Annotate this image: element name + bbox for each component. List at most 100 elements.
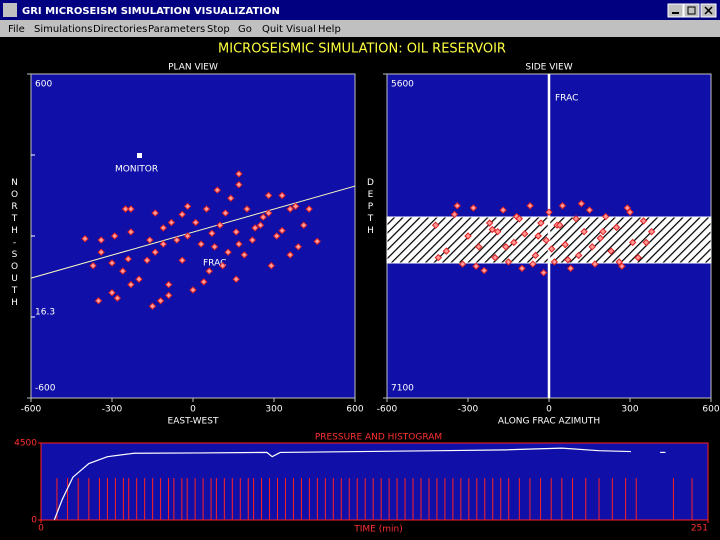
event-point <box>558 202 567 210</box>
event-point <box>213 186 222 194</box>
event-point <box>591 260 599 268</box>
event-point <box>504 258 513 266</box>
event-point <box>499 206 507 214</box>
event-point <box>305 205 313 213</box>
app-icon <box>3 3 17 17</box>
event-point <box>208 229 216 238</box>
x-axis-label: EAST-WEST <box>168 417 219 427</box>
menu-item[interactable]: Parameters <box>148 24 205 35</box>
menu-item[interactable]: Help <box>318 24 341 35</box>
minimize-button[interactable] <box>667 3 684 18</box>
maximize-button[interactable] <box>683 3 700 18</box>
event-point <box>488 225 497 234</box>
event-point <box>227 194 235 202</box>
x-axis-label: TIME (min) <box>353 525 402 535</box>
event-point <box>243 205 251 213</box>
event-point <box>607 247 615 255</box>
menu-item[interactable]: Directories <box>93 24 147 35</box>
event-point <box>542 236 551 245</box>
event-point <box>545 208 553 216</box>
event-point <box>264 191 273 200</box>
event-point <box>626 208 634 216</box>
event-point <box>235 180 243 189</box>
event-point <box>577 199 586 208</box>
event-point <box>167 218 176 227</box>
event-point <box>264 209 273 217</box>
event-point <box>588 243 596 251</box>
plot-area <box>30 73 356 399</box>
event-point <box>178 210 186 219</box>
event-point <box>164 280 173 289</box>
event-point <box>235 240 243 248</box>
y-tick-label: 0 <box>31 516 37 526</box>
event-point <box>574 251 583 260</box>
event-point <box>502 243 510 251</box>
event-point <box>491 253 499 262</box>
event-point <box>526 202 534 210</box>
event-point <box>520 230 529 238</box>
event-point <box>178 256 186 265</box>
event-point <box>127 205 135 213</box>
event-point <box>515 215 524 223</box>
event-point <box>232 228 240 236</box>
event-point <box>108 288 116 297</box>
event-point <box>599 227 607 236</box>
event-point <box>218 261 227 270</box>
event-point <box>286 205 294 213</box>
menu-item[interactable]: File <box>8 24 25 35</box>
monitor-label: MONITOR <box>115 165 158 175</box>
event-point <box>183 202 192 211</box>
event-point <box>639 217 648 225</box>
event-point <box>121 205 130 213</box>
event-point <box>127 280 135 289</box>
event-point <box>81 234 89 243</box>
event-point <box>259 213 267 221</box>
event-point <box>183 232 192 240</box>
event-point <box>278 191 286 200</box>
x-tick-label: 0 <box>38 524 44 534</box>
x-tick-label: 300 <box>265 405 282 415</box>
event-point <box>628 238 637 247</box>
menu: File Simulations Directories Parameters Stop… <box>8 24 341 35</box>
event-point <box>550 258 559 266</box>
event-point <box>248 236 257 244</box>
event-point <box>173 236 181 244</box>
event-point <box>464 232 472 240</box>
event-point <box>94 297 103 305</box>
menu-item[interactable]: Go <box>238 24 252 35</box>
menu-bar <box>0 20 720 37</box>
x-tick-label: -600 <box>21 405 42 415</box>
event-point <box>647 227 656 236</box>
event-point <box>251 224 259 232</box>
x-tick-label: 0 <box>546 405 552 415</box>
event-point <box>564 256 572 264</box>
event-point <box>485 219 494 227</box>
x-tick-label: 600 <box>346 405 363 415</box>
window-buttons <box>667 3 717 18</box>
event-point <box>556 221 564 229</box>
event-point <box>210 243 219 251</box>
menu-item[interactable]: Stop <box>207 24 230 35</box>
event-point <box>197 240 205 248</box>
event-point <box>585 206 594 214</box>
event-point <box>472 262 480 270</box>
event-point <box>216 221 224 229</box>
event-point <box>124 255 132 263</box>
menu-item[interactable]: Simulations <box>34 24 92 35</box>
event-point <box>89 261 97 270</box>
event-point <box>97 248 105 256</box>
title-bar <box>0 0 720 20</box>
window-title: GRI MICROSEISM SIMULATION VISUALIZATION <box>22 6 280 17</box>
event-point <box>623 204 632 212</box>
event-point <box>232 275 240 283</box>
annotation: 16.3 <box>35 308 55 318</box>
event-point <box>615 258 623 266</box>
x-tick-label: -300 <box>102 405 123 415</box>
event-point <box>618 262 626 270</box>
menu-item[interactable]: Quit Visual <box>262 24 316 35</box>
event-point <box>272 232 281 240</box>
event-point <box>291 202 300 211</box>
event-point <box>534 232 542 240</box>
event-point <box>240 251 249 259</box>
